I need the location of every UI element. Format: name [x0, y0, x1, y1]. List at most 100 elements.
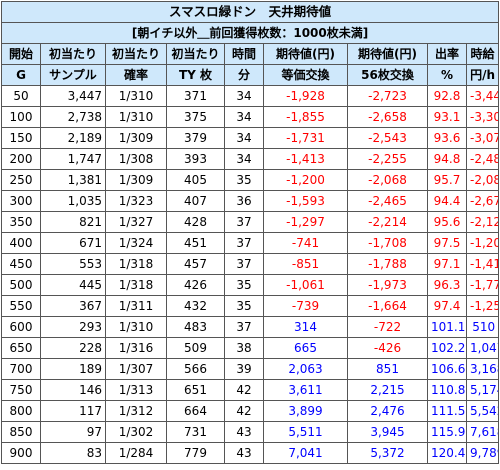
header-ev-56: 期待値(円) [347, 43, 428, 65]
cell-ty: 566 [166, 358, 225, 380]
cell-samples: 553 [40, 253, 106, 275]
cell-start-g: 400 [1, 232, 41, 254]
cell-samples: 2,738 [40, 106, 106, 128]
header-ty: 初当たり [166, 43, 225, 65]
cell-start-g: 250 [1, 169, 41, 191]
cell-samples: 189 [40, 358, 106, 380]
cell-samples: 671 [40, 232, 106, 254]
cell-probability: 1/308 [105, 148, 167, 170]
cell-start-g: 500 [1, 274, 41, 296]
cell-ty: 405 [166, 169, 225, 191]
cell-hourly: 3,168 [465, 358, 500, 380]
cell-probability: 1/323 [105, 190, 167, 212]
cell-samples: 1,747 [40, 148, 106, 170]
cell-rate: 97.4 [427, 295, 467, 317]
cell-ty: 371 [166, 85, 225, 107]
cell-minutes: 35 [224, 295, 264, 317]
header-start: 開始 [1, 43, 41, 65]
table-title: スマスロ緑ドン 天井期待値 [168, 4, 332, 19]
cell-probability: 1/316 [105, 337, 167, 359]
cell-samples: 1,381 [40, 169, 106, 191]
header-prob-unit: 確率 [105, 64, 167, 86]
cell-probability: 1/302 [105, 421, 167, 443]
header-ty-unit: TY 枚 [166, 64, 225, 86]
cell-start-g: 50 [1, 85, 41, 107]
cell-start-g: 300 [1, 190, 41, 212]
cell-probability: 1/310 [105, 316, 167, 338]
cell-ev-equal: 2,063 [263, 358, 348, 380]
cell-ev-equal: 7,041 [263, 442, 348, 464]
cell-probability: 1/311 [105, 295, 167, 317]
cell-start-g: 200 [1, 148, 41, 170]
cell-rate: 101.1 [427, 316, 467, 338]
cell-minutes: 39 [224, 358, 264, 380]
cell-hourly: -3,071 [465, 127, 500, 149]
header-row-bottom: G サンプル 確率 TY 枚 分 等価交換 56枚交換 % 円/h [1, 64, 500, 86]
cell-minutes: 35 [224, 274, 264, 296]
cell-ty: 509 [166, 337, 225, 359]
cell-ev-equal: 665 [263, 337, 348, 359]
cell-ty: 379 [166, 127, 225, 149]
cell-probability: 1/310 [105, 106, 167, 128]
table-title-cell: スマスロ緑ドン 天井期待値 [0, 1, 500, 23]
cell-minutes: 34 [224, 148, 264, 170]
header-hourly-unit: 円/h [465, 64, 500, 86]
cell-rate: 93.6 [427, 127, 467, 149]
cell-ev-56: -1,973 [347, 274, 428, 296]
cell-samples: 83 [40, 442, 106, 464]
cell-ev-56: -2,465 [347, 190, 428, 212]
cell-samples: 2,189 [40, 127, 106, 149]
cell-ev-56: -2,658 [347, 106, 428, 128]
cell-rate: 110.8 [427, 379, 467, 401]
cell-ev-56: -722 [347, 316, 428, 338]
cell-probability: 1/324 [105, 232, 167, 254]
cell-ev-equal: -851 [263, 253, 348, 275]
cell-hourly: -1,201 [465, 232, 500, 254]
cell-ev-56: 5,372 [347, 442, 428, 464]
cell-start-g: 100 [1, 106, 41, 128]
cell-hourly: -2,084 [465, 169, 500, 191]
cell-hourly: -1,410 [465, 253, 500, 275]
cell-ev-56: -2,214 [347, 211, 428, 233]
cell-start-g: 550 [1, 295, 41, 317]
cell-ty: 779 [166, 442, 225, 464]
cell-minutes: 37 [224, 211, 264, 233]
cell-rate: 102.2 [427, 337, 467, 359]
cell-samples: 146 [40, 379, 106, 401]
cell-minutes: 37 [224, 253, 264, 275]
header-time: 時間 [224, 43, 264, 65]
cell-hourly: 7,618 [465, 421, 500, 443]
cell-rate: 92.8 [427, 85, 467, 107]
cell-hourly: -3,446 [465, 85, 500, 107]
cell-minutes: 42 [224, 400, 264, 422]
cell-minutes: 43 [224, 421, 264, 443]
cell-rate: 106.6 [427, 358, 467, 380]
cell-start-g: 150 [1, 127, 41, 149]
cell-ty: 375 [166, 106, 225, 128]
cell-ev-equal: 314 [263, 316, 348, 338]
cell-hourly: -2,126 [465, 211, 500, 233]
cell-start-g: 750 [1, 379, 41, 401]
cell-hourly: -1,251 [465, 295, 500, 317]
cell-samples: 821 [40, 211, 106, 233]
cell-hourly: 5,542 [465, 400, 500, 422]
cell-minutes: 42 [224, 379, 264, 401]
cell-samples: 293 [40, 316, 106, 338]
header-row-top: 開始 初当たり 初当たり 初当たり 時間 期待値(円) 期待値(円) 出率 時給 [1, 43, 500, 65]
cell-ty: 393 [166, 148, 225, 170]
cell-ev-equal: -741 [263, 232, 348, 254]
cell-ty: 432 [166, 295, 225, 317]
cell-samples: 367 [40, 295, 106, 317]
cell-rate: 95.6 [427, 211, 467, 233]
table-subtitle: [朝イチ以外＿前回獲得枚数：1000枚未満] [131, 26, 369, 40]
cell-probability: 1/312 [105, 400, 167, 422]
